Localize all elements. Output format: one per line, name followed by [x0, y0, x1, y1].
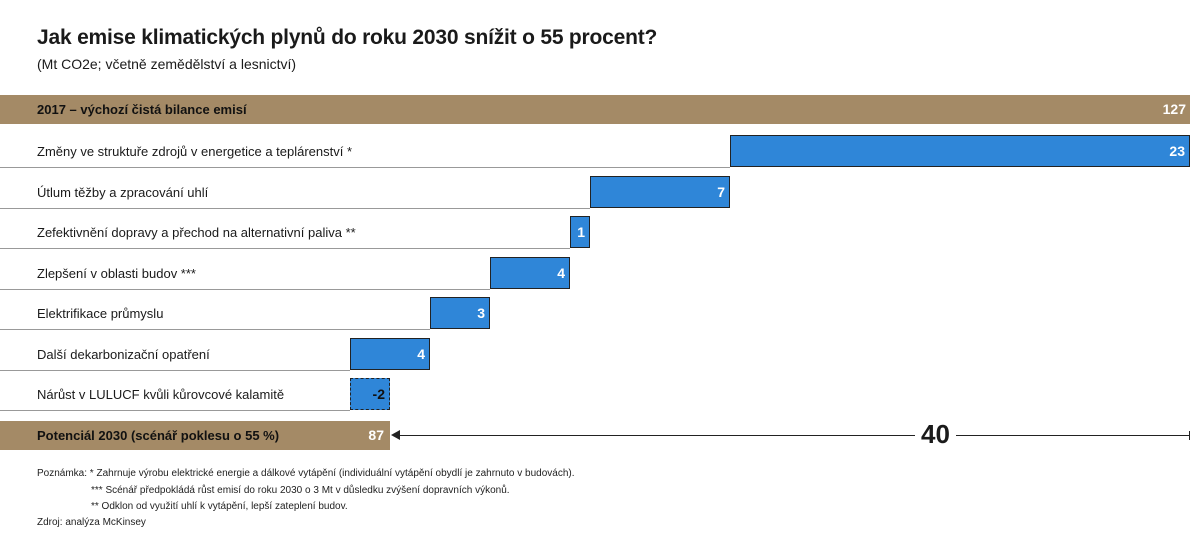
note-line-3: ** Odklon od využití uhlí k vytápění, le… — [91, 501, 348, 512]
note-line-1: Poznámka: * Zahrnuje výrobu elektrické e… — [37, 468, 575, 479]
bar-value-label: 3 — [477, 305, 485, 321]
waterfall-bar — [570, 216, 590, 248]
row-divider — [0, 167, 730, 168]
row-divider — [0, 369, 350, 371]
total-reduction-label: 40 — [915, 418, 956, 450]
row-divider — [0, 248, 570, 249]
chart-subtitle: (Mt CO2e; včetně zemědělství a lesnictví… — [37, 56, 297, 72]
chart-title: Jak emise klimatických plynů do roku 203… — [37, 26, 658, 49]
row-divider — [0, 207, 590, 209]
waterfall-bar — [590, 175, 730, 208]
step-label: Útlum těžby a zpracování uhlí — [37, 184, 209, 200]
bar-value-label: 23 — [1169, 143, 1185, 159]
waterfall-bar — [350, 337, 430, 370]
end-band-value: 87 — [368, 426, 384, 443]
row-divider — [0, 288, 490, 290]
reduction-arrow-line — [394, 434, 1190, 436]
reduction-arrow-tick — [1189, 430, 1190, 440]
source-note: Zdroj: analýza McKinsey — [37, 517, 146, 528]
step-label: Změny ve struktuře zdrojů v energetice a… — [37, 144, 353, 159]
bar-value-label: 4 — [557, 264, 565, 281]
bar-value-label: 1 — [577, 224, 585, 240]
step-label: Zlepšení v oblasti budov *** — [37, 265, 196, 281]
end-band-label: Potenciál 2030 (scénář poklesu o 55 %) — [37, 427, 280, 443]
note-line-2: *** Scénář předpokládá růst emisí do rok… — [91, 485, 510, 496]
reduction-arrowhead — [391, 429, 400, 440]
step-label: Nárůst v LULUCF kvůli kůrovcové kalamitě — [37, 387, 285, 402]
bar-value-label: -2 — [372, 386, 385, 402]
bar-value-label: 7 — [717, 183, 725, 200]
waterfall-bar — [730, 135, 1190, 167]
start-band-label: 2017 – výchozí čistá bilance emisí — [37, 102, 247, 117]
waterfall-bar — [350, 378, 390, 410]
row-divider — [0, 410, 350, 411]
bar-value-label: 4 — [417, 345, 425, 362]
waterfall-bar — [490, 256, 570, 289]
waterfall-bar — [430, 297, 490, 329]
step-label: Další dekarbonizační opatření — [37, 346, 210, 362]
step-label: Elektrifikace průmyslu — [37, 306, 164, 321]
row-divider — [0, 329, 430, 330]
step-label: Zefektivnění dopravy a přechod na altern… — [37, 225, 356, 240]
end-band: Potenciál 2030 (scénář poklesu o 55 %) 87 — [0, 420, 390, 450]
start-band: 2017 – výchozí čistá bilance emisí 127 — [0, 95, 1190, 124]
start-band-value: 127 — [1162, 101, 1186, 117]
